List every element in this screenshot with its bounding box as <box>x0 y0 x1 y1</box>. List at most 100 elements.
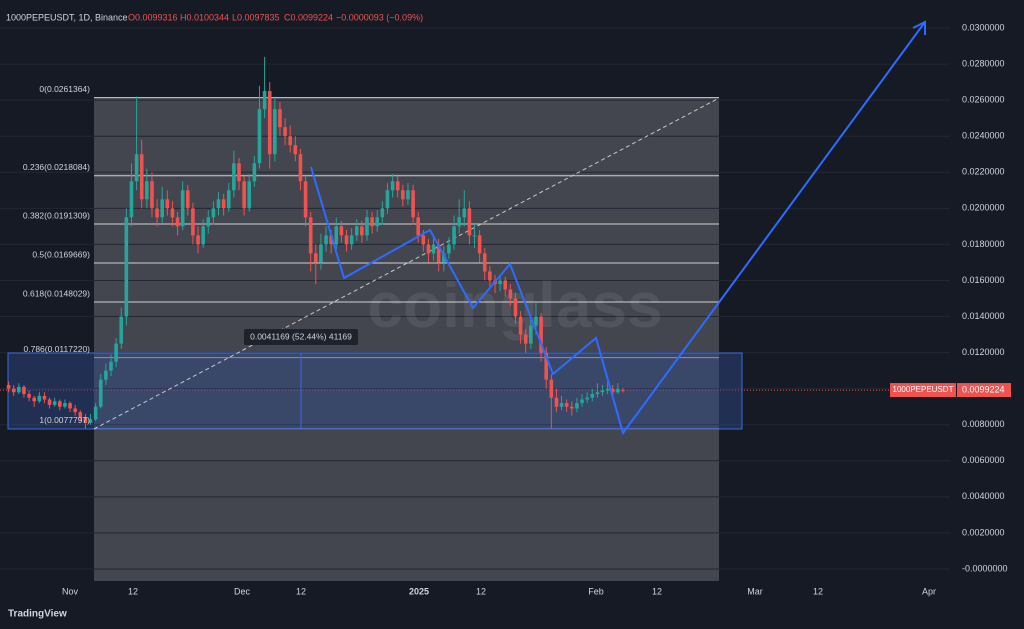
candle-body <box>605 388 610 391</box>
candle-body <box>58 401 62 407</box>
candle-body <box>73 408 77 413</box>
candle-body <box>11 388 16 393</box>
candle-body <box>114 343 118 362</box>
candle-body <box>52 401 57 405</box>
candle-body <box>262 91 267 110</box>
x-tick-label: 12 <box>128 586 138 596</box>
candle-body <box>544 352 548 380</box>
candle-body <box>539 316 543 353</box>
candle-body <box>462 208 467 218</box>
candle-body <box>175 217 180 227</box>
candle-body <box>257 109 262 164</box>
candle-body <box>472 235 477 237</box>
fib-label: 0.236(0.0218084) <box>23 162 90 172</box>
candle-body <box>283 127 287 137</box>
y-tick-label: 0.0040000 <box>962 491 1005 501</box>
candle-body <box>206 217 211 227</box>
fib-label: 0.618(0.0148029) <box>23 288 90 298</box>
fib-label: 0.382(0.0191309) <box>23 210 90 220</box>
arrow-head <box>912 20 926 35</box>
trend-line <box>93 97 720 430</box>
x-tick-label: 12 <box>296 586 306 596</box>
y-tick-label: -0.0000000 <box>962 563 1008 573</box>
candle-body <box>150 181 154 209</box>
measure-box <box>244 329 358 345</box>
candle-body <box>155 208 159 218</box>
candle-body <box>293 145 298 155</box>
candle-body <box>498 280 502 285</box>
candle-body <box>339 226 344 236</box>
candle-body <box>365 217 369 236</box>
y-tick-label: 0.0060000 <box>962 455 1005 465</box>
candle-body <box>42 395 47 400</box>
candle-body <box>616 388 620 393</box>
fib-label: 1(0.0077797) <box>39 415 90 425</box>
candle-body <box>442 253 446 263</box>
candle-body <box>529 325 533 344</box>
candle-body <box>518 316 523 335</box>
candle-body <box>436 244 441 263</box>
candle-body <box>329 235 333 245</box>
candle-body <box>575 403 579 409</box>
candle-body <box>22 386 26 395</box>
projection-path <box>310 21 926 436</box>
candle-body <box>523 334 528 344</box>
y-tick-label: 0.0160000 <box>962 275 1005 285</box>
candle-body <box>564 403 569 407</box>
candle-body <box>600 390 605 393</box>
candle-body <box>580 399 584 404</box>
candle-body <box>554 397 559 407</box>
x-tick-label: Mar <box>747 586 763 596</box>
price-tag-label: 0.0099224 <box>962 384 1005 394</box>
candle-body <box>457 217 461 227</box>
candle-body <box>559 403 564 407</box>
candle-body <box>590 394 595 398</box>
candle-body <box>426 244 431 254</box>
candle-body <box>324 235 328 245</box>
high: H0.0100344 <box>180 12 229 22</box>
candle-body <box>314 253 318 263</box>
x-tick-label: Dec <box>234 586 251 596</box>
candle-body <box>375 217 380 227</box>
candle-body <box>354 226 359 236</box>
fib-label: 0(0.0261364) <box>39 84 90 94</box>
candle-body <box>370 217 374 227</box>
x-tick-label: 12 <box>652 586 662 596</box>
fib-label: 0.5(0.0169669) <box>32 249 90 259</box>
candle-body <box>134 154 139 182</box>
y-tick-label: 0.0120000 <box>962 347 1005 357</box>
candle-body <box>390 181 395 191</box>
candle-body <box>252 163 257 182</box>
candle-body <box>232 163 236 191</box>
candle-body <box>124 217 129 317</box>
candle-body <box>216 199 221 209</box>
candle-body <box>6 385 11 389</box>
candle-body <box>170 208 175 218</box>
fib-label: 0.786(0.0117220) <box>24 344 91 354</box>
candle-body <box>421 235 426 245</box>
candle-body <box>78 412 83 418</box>
candle-body <box>467 208 472 236</box>
candle-body <box>196 235 200 245</box>
candle-body <box>267 91 272 155</box>
candle-body <box>452 226 456 245</box>
candle-body <box>534 316 538 326</box>
candle-body <box>482 253 487 272</box>
y-tick-label: 0.0080000 <box>962 419 1005 429</box>
candle-body <box>319 244 323 263</box>
candle-body <box>349 235 354 245</box>
candle-body <box>211 208 216 218</box>
candle-body <box>273 109 277 155</box>
candle-body <box>237 163 241 182</box>
candle-body <box>488 271 492 281</box>
candle-body <box>360 226 364 236</box>
y-tick-label: 0.0280000 <box>962 58 1005 68</box>
candle-body <box>145 181 149 200</box>
candle-body <box>98 379 103 407</box>
candle-body <box>344 235 349 245</box>
candle-body <box>221 199 226 209</box>
candle-body <box>109 361 113 371</box>
candle-body <box>160 199 164 218</box>
candle-body <box>508 289 513 299</box>
